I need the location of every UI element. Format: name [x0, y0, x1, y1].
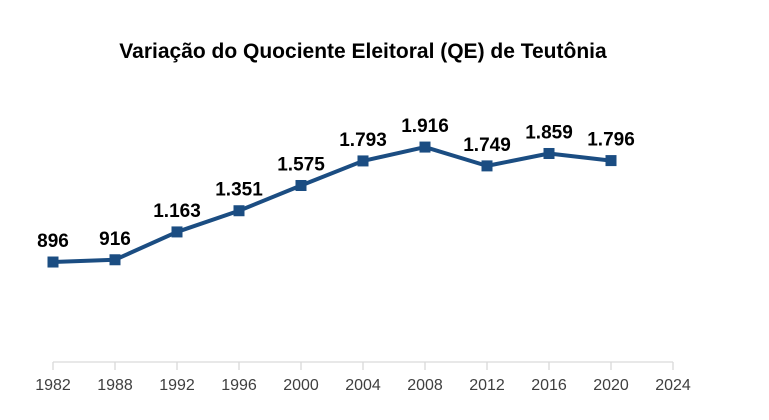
data-point-labels: 896 916 1.163 1.351 1.575 1.793 1.916 1.749 1.85… — [37, 116, 635, 252]
x-tick-label: 1992 — [159, 377, 195, 394]
data-point-label: 1.749 — [463, 135, 511, 156]
x-tick-label: 2016 — [531, 377, 567, 394]
series-line — [52, 145, 612, 265]
data-point-marker — [605, 155, 617, 167]
x-tick-label: 2000 — [283, 377, 319, 394]
data-point-label: 1.575 — [277, 154, 325, 175]
data-point-label: 1.793 — [339, 130, 387, 151]
x-tick-label: 2008 — [407, 377, 443, 394]
chart-title: Variação do Quociente Eleitoral (QE) de … — [119, 40, 607, 63]
data-point-label: 1.916 — [401, 116, 449, 137]
data-point-marker — [109, 254, 121, 266]
data-point-marker — [357, 155, 369, 167]
data-point-marker — [543, 147, 555, 159]
x-tick-label: 2024 — [655, 377, 691, 394]
x-tick-label: 1988 — [97, 377, 133, 394]
data-point-label: 1.351 — [215, 180, 263, 201]
x-axis-tick-labels: 1982 1988 1992 1996 2000 2004 2008 2012 2016 2020… — [35, 377, 691, 394]
series-line-group — [47, 141, 617, 268]
data-point-marker — [233, 205, 245, 217]
data-point-label: 896 — [37, 231, 69, 252]
x-tick-label: 2004 — [345, 377, 381, 394]
data-point-marker — [171, 226, 183, 238]
data-point-label: 916 — [99, 229, 131, 250]
x-tick-label: 1996 — [221, 377, 257, 394]
data-point-label: 1.163 — [153, 201, 201, 222]
data-point-marker — [481, 160, 493, 172]
x-axis — [52, 361, 674, 370]
x-tick-label: 2020 — [593, 377, 629, 394]
x-tick-label: 2012 — [469, 377, 505, 394]
x-tick-label: 1982 — [35, 377, 71, 394]
data-point-marker — [47, 256, 59, 268]
data-point-marker — [295, 179, 307, 191]
data-point-label: 1.859 — [525, 122, 573, 143]
data-point-label: 1.796 — [587, 130, 635, 151]
data-point-marker — [419, 141, 431, 153]
